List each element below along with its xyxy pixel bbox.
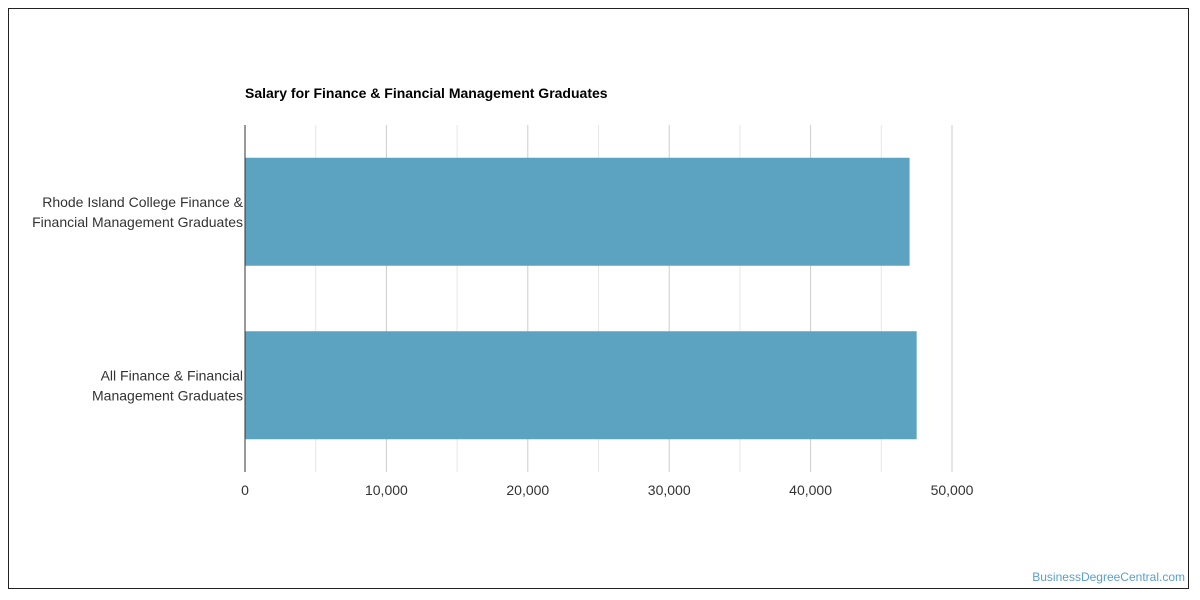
category-labels: Rhode Island College Finance & Financial … <box>32 194 244 404</box>
category-label: All Finance & Financial <box>101 367 243 383</box>
category-label: Financial Management Graduates <box>32 214 243 230</box>
bar[interactable] <box>245 331 917 440</box>
x-tick-label: 30,000 <box>648 482 691 498</box>
x-tick-label: 50,000 <box>931 482 974 498</box>
tick-labels: 0 10,000 20,000 30,000 40,000 50,000 <box>241 482 974 498</box>
category-label: Rhode Island College Finance & <box>42 194 243 210</box>
bar[interactable] <box>245 157 910 266</box>
x-tick-label: 0 <box>241 482 249 498</box>
x-tick-label: 40,000 <box>789 482 832 498</box>
watermark-link[interactable]: BusinessDegreeCentral.com <box>1032 570 1185 584</box>
category-label: Management Graduates <box>92 387 243 403</box>
chart-title: Salary for Finance & Financial Managemen… <box>245 85 608 101</box>
x-tick-label: 20,000 <box>506 482 549 498</box>
bars <box>245 157 917 440</box>
x-tick-label: 10,000 <box>365 482 408 498</box>
